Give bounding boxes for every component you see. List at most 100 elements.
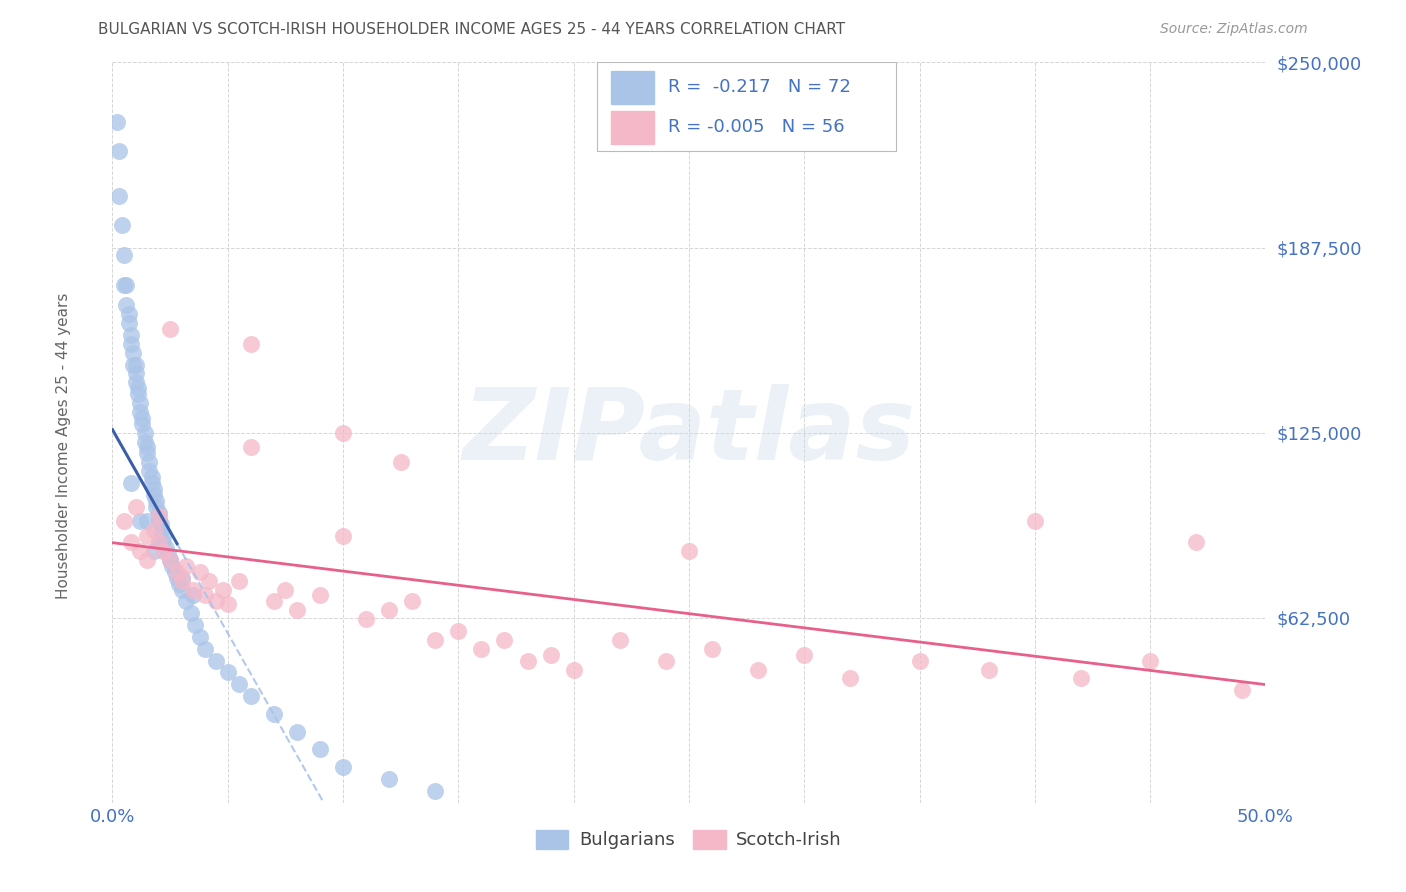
- Point: [1070, 672, 1092, 686]
- Point: [793, 648, 815, 662]
- Point: [134, 434, 156, 449]
- Point: [134, 425, 156, 440]
- Point: [332, 529, 354, 543]
- Point: [425, 784, 447, 798]
- Point: [170, 571, 193, 585]
- Point: [309, 742, 332, 756]
- Point: [162, 558, 184, 573]
- Point: [148, 506, 170, 520]
- Point: [143, 488, 166, 502]
- Point: [188, 630, 211, 644]
- Point: [228, 574, 250, 588]
- Text: R =  -0.217   N = 72: R = -0.217 N = 72: [668, 78, 851, 95]
- Point: [163, 565, 186, 579]
- Point: [159, 322, 181, 336]
- Point: [228, 677, 250, 691]
- Point: [212, 582, 235, 597]
- Point: [470, 641, 492, 656]
- Point: [156, 547, 179, 561]
- Point: [170, 574, 193, 588]
- Point: [1024, 515, 1046, 529]
- Point: [274, 582, 297, 597]
- Point: [143, 482, 166, 496]
- Point: [122, 358, 145, 372]
- Point: [138, 455, 160, 469]
- Point: [112, 515, 135, 529]
- Point: [159, 553, 181, 567]
- Point: [188, 565, 211, 579]
- Point: [131, 410, 153, 425]
- Text: BULGARIAN VS SCOTCH-IRISH HOUSEHOLDER INCOME AGES 25 - 44 YEARS CORRELATION CHAR: BULGARIAN VS SCOTCH-IRISH HOUSEHOLDER IN…: [98, 22, 845, 37]
- Point: [378, 603, 401, 617]
- Point: [124, 358, 146, 372]
- Point: [285, 724, 308, 739]
- Point: [131, 417, 153, 431]
- Point: [378, 772, 401, 786]
- Point: [145, 500, 167, 514]
- Point: [1232, 683, 1254, 698]
- Point: [136, 553, 159, 567]
- Point: [141, 470, 163, 484]
- Point: [129, 396, 152, 410]
- Point: [148, 535, 170, 549]
- Point: [184, 618, 207, 632]
- Point: [115, 298, 138, 312]
- Point: [263, 594, 285, 608]
- Point: [159, 553, 181, 567]
- Point: [136, 441, 159, 455]
- Text: Householder Income Ages 25 - 44 years: Householder Income Ages 25 - 44 years: [56, 293, 70, 599]
- Point: [1185, 535, 1208, 549]
- Point: [136, 446, 159, 460]
- Point: [655, 654, 678, 668]
- Point: [152, 544, 174, 558]
- Point: [678, 544, 700, 558]
- Point: [115, 277, 138, 292]
- Point: [839, 672, 862, 686]
- Point: [117, 307, 139, 321]
- Point: [166, 565, 188, 579]
- Point: [181, 589, 204, 603]
- Point: [141, 475, 163, 490]
- FancyBboxPatch shape: [596, 62, 897, 152]
- Point: [159, 553, 181, 567]
- Point: [120, 535, 142, 549]
- Point: [148, 511, 170, 525]
- Point: [205, 594, 228, 608]
- Point: [332, 425, 354, 440]
- Point: [129, 405, 152, 419]
- Point: [401, 594, 423, 608]
- Point: [148, 508, 170, 523]
- FancyBboxPatch shape: [610, 71, 654, 103]
- Point: [447, 624, 470, 638]
- Point: [239, 336, 262, 351]
- Point: [117, 316, 139, 330]
- Point: [129, 515, 152, 529]
- Point: [908, 654, 931, 668]
- Point: [263, 706, 285, 721]
- Text: Source: ZipAtlas.com: Source: ZipAtlas.com: [1160, 22, 1308, 37]
- Point: [111, 219, 134, 233]
- Point: [149, 524, 172, 538]
- Point: [194, 641, 217, 656]
- Point: [124, 367, 146, 381]
- Point: [217, 665, 239, 680]
- Point: [143, 524, 166, 538]
- Point: [389, 455, 412, 469]
- Point: [354, 612, 377, 626]
- Point: [136, 515, 159, 529]
- Point: [181, 582, 204, 597]
- Point: [105, 114, 128, 128]
- Point: [127, 381, 149, 395]
- Point: [609, 632, 631, 647]
- Point: [239, 689, 262, 703]
- Legend: Bulgarians, Scotch-Irish: Bulgarians, Scotch-Irish: [529, 823, 849, 856]
- Point: [516, 654, 538, 668]
- Point: [152, 535, 174, 549]
- Point: [124, 376, 146, 390]
- Point: [108, 188, 131, 202]
- Point: [120, 327, 142, 342]
- Point: [112, 277, 135, 292]
- Point: [309, 589, 332, 603]
- Point: [152, 529, 174, 543]
- Point: [205, 654, 228, 668]
